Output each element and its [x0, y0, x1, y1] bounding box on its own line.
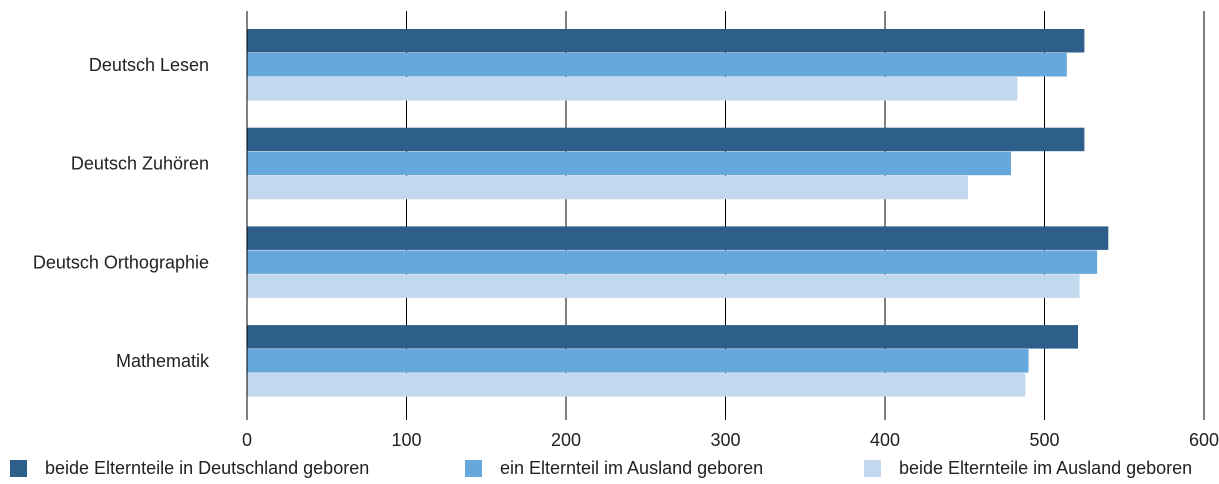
bar	[247, 325, 1078, 349]
x-tick-label: 600	[1189, 430, 1219, 450]
category-label: Deutsch Zuhören	[71, 154, 209, 174]
x-tick-label: 500	[1029, 430, 1059, 450]
bar	[247, 226, 1109, 250]
chart-legend: beide Elternteile in Deutschland geboren…	[0, 458, 1219, 484]
x-tick-label: 400	[870, 430, 900, 450]
bar	[247, 77, 1018, 101]
category-labels: Deutsch Lesen Deutsch Zuhören Deutsch Orth…	[33, 55, 210, 371]
legend-item: beide Elternteile im Ausland geboren	[864, 458, 1192, 479]
x-tick-label: 300	[710, 430, 740, 450]
bar	[247, 373, 1026, 397]
x-tick-label: 0	[242, 430, 252, 450]
legend-swatch	[10, 460, 27, 477]
legend-label: beide Elternteile in Deutschland geboren	[45, 458, 370, 478]
legend-item: beide Elternteile in Deutschland geboren	[10, 458, 369, 479]
bar	[247, 53, 1067, 77]
bar	[247, 151, 1012, 176]
legend-label: beide Elternteile im Ausland geboren	[899, 458, 1193, 478]
bars	[247, 29, 1109, 397]
category-label: Mathematik	[116, 351, 210, 371]
bar-chart: Deutsch Lesen Deutsch Zuhören Deutsch Orth…	[33, 11, 1219, 450]
x-tick-label: 100	[391, 430, 421, 450]
category-label: Deutsch Lesen	[89, 55, 209, 75]
legend-swatch	[465, 460, 482, 477]
x-tick-label: 200	[551, 430, 581, 450]
bar	[247, 127, 1085, 152]
bar	[247, 349, 1029, 373]
x-tick-labels: 0 100 200 300 400 500 600	[242, 430, 1219, 450]
category-label: Deutsch Orthographie	[33, 252, 209, 272]
bar	[247, 29, 1085, 53]
bar	[247, 250, 1098, 274]
legend-label: ein Elternteil im Ausland geboren	[500, 458, 764, 478]
legend-item: ein Elternteil im Ausland geboren	[465, 458, 763, 479]
bar	[247, 274, 1080, 298]
legend-swatch	[864, 460, 881, 477]
bar	[247, 175, 968, 200]
